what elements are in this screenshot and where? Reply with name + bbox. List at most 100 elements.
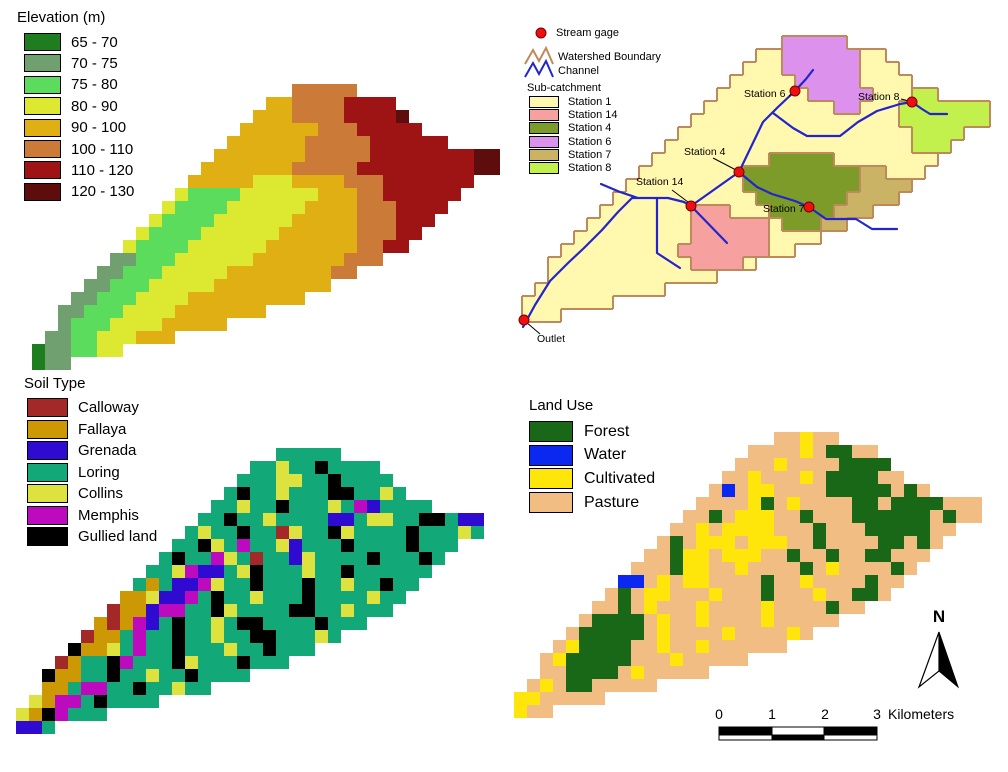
legend-swatch (529, 148, 559, 161)
legend-label: Cultivated (584, 469, 656, 487)
label-leader-lines (525, 91, 910, 335)
north-arrow-label: N (932, 607, 946, 626)
north-arrow-icon (917, 631, 960, 689)
legend-swatch (529, 421, 573, 442)
legend-swatch (27, 527, 68, 546)
channel-network (521, 68, 949, 329)
legend-swatch (529, 444, 573, 466)
elevation-raster (32, 84, 500, 370)
legend-label: 75 - 80 (71, 76, 118, 94)
legend-label: 90 - 100 (71, 119, 127, 137)
legend-item: Calloway (27, 398, 139, 417)
legend-label: 65 - 70 (71, 33, 118, 51)
legend-item: Collins (27, 484, 123, 503)
legend-item: Cultivated (529, 468, 656, 490)
legend-label: 110 - 120 (71, 161, 134, 179)
soil-raster (16, 448, 484, 734)
legend-item: Station 8 (529, 162, 611, 174)
legend-item: 90 - 100 (24, 118, 127, 137)
stream-gage-marker (803, 201, 815, 213)
legend-item: Station 1 (529, 96, 611, 108)
landuse-title: Land Use (529, 397, 594, 414)
legend-swatch (24, 161, 61, 180)
legend-item: 70 - 75 (24, 54, 118, 73)
legend-item: Grenada (27, 441, 136, 460)
legend-label: Fallaya (78, 420, 127, 438)
legend-label: Memphis (78, 506, 139, 524)
legend-label: 70 - 75 (71, 54, 118, 72)
watershed-boundary-legend-label: Watershed Boundary (558, 51, 661, 63)
watershed-legend-icons (524, 27, 554, 78)
stream-gage-marker (685, 200, 697, 212)
legend-item: 110 - 120 (24, 161, 134, 180)
legend-swatch (529, 468, 573, 490)
legend-item: 80 - 90 (24, 97, 118, 116)
legend-swatch (24, 140, 61, 158)
legend-label: 120 - 130 (71, 183, 135, 201)
legend-swatch (27, 419, 68, 439)
watershed-boundary-legend-icon (524, 45, 554, 65)
legend-item: Station 4 (529, 122, 612, 135)
legend-swatch (24, 97, 61, 116)
legend-swatch (529, 96, 559, 108)
legend-label: Station 4 (568, 122, 612, 135)
elevation-title: Elevation (m) (17, 9, 106, 26)
legend-item: Pasture (529, 492, 640, 514)
legend-item: Loring (27, 462, 120, 482)
legend-label: Water (584, 446, 627, 464)
legend-label: Station 6 (568, 135, 612, 148)
stream-gage-markers (518, 85, 918, 326)
map-annotation-label: Station 4 (684, 146, 726, 158)
landuse-raster (514, 432, 982, 718)
scale-tick-label: 0 (715, 706, 723, 722)
legend-swatch (24, 33, 61, 51)
legend-item: 100 - 110 (24, 140, 133, 158)
legend-item: Station 7 (529, 148, 612, 161)
legend-label: 80 - 90 (71, 97, 118, 115)
scale-bar (718, 726, 878, 741)
legend-item: Gullied land (27, 527, 157, 546)
legend-swatch (529, 135, 559, 148)
stream-gage-marker (518, 314, 530, 326)
legend-swatch (529, 122, 559, 135)
legend-label: Station 1 (568, 96, 612, 108)
legend-label: Pasture (584, 493, 640, 511)
legend-label: Station 14 (568, 109, 618, 122)
stream-gage-marker (789, 85, 801, 97)
legend-item: Memphis (27, 505, 139, 525)
legend-item: Water (529, 444, 627, 466)
map-annotation-label: Station 8 (858, 91, 900, 103)
legend-label: 100 - 110 (71, 140, 134, 158)
subcatchment-legend-title: Sub-catchment (527, 82, 601, 94)
stream-gage-legend-icon (535, 27, 547, 39)
legend-item: Forest (529, 421, 629, 442)
scale-bar-unit: Kilometers (888, 706, 955, 722)
legend-item: Fallaya (27, 419, 127, 439)
stream-gage-marker (733, 166, 745, 178)
legend-label: Gullied land (78, 528, 158, 545)
legend-swatch (27, 441, 68, 460)
stream-gage-marker (906, 96, 918, 108)
legend-swatch (529, 492, 573, 514)
soil-title: Soil Type (24, 375, 86, 392)
legend-swatch (27, 505, 68, 525)
legend-swatch (24, 75, 61, 94)
legend-swatch (529, 162, 559, 174)
stream-gage-legend-label: Stream gage (556, 27, 619, 39)
channel-legend-label: Channel (558, 65, 599, 77)
scale-tick-label: 2 (821, 706, 829, 722)
legend-label: Station 7 (568, 148, 612, 161)
scale-tick-label: 3 (873, 706, 881, 722)
legend-swatch (24, 54, 61, 73)
legend-label: Collins (78, 485, 124, 502)
map-annotation-label: Station 14 (636, 176, 684, 188)
legend-swatch (27, 462, 68, 482)
legend-swatch (24, 182, 61, 201)
scale-tick-label: 1 (768, 706, 776, 722)
legend-swatch (529, 109, 559, 122)
legend-label: Grenada (78, 442, 137, 459)
legend-item: 65 - 70 (24, 33, 118, 51)
legend-swatch (24, 118, 61, 137)
watershed-boundary-outline (521, 35, 991, 323)
